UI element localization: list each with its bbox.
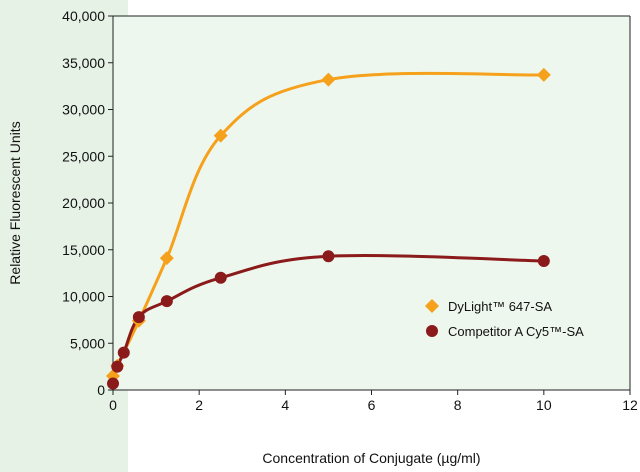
x-axis-title: Concentration of Conjugate (µg/ml) xyxy=(262,450,480,466)
data-point-1 xyxy=(214,271,227,284)
x-tick-label: 10 xyxy=(536,397,552,413)
data-point-1 xyxy=(117,346,130,359)
y-tick-label: 15,000 xyxy=(62,242,105,258)
y-tick-labels: 0 5,000 10,000 15,000 20,000 25,000 30,000 35,0… xyxy=(62,8,105,398)
y-tick-label: 0 xyxy=(97,382,105,398)
data-point-0 xyxy=(159,251,174,266)
axes xyxy=(108,15,631,395)
data-point-1 xyxy=(160,295,173,308)
y-tick-label: 30,000 xyxy=(62,102,105,118)
y-axis-title: Relative Fluorescent Units xyxy=(7,121,23,284)
x-tick-label: 8 xyxy=(454,397,462,413)
x-tick-labels: 0 2 4 6 8 10 12 xyxy=(109,397,638,413)
data-point-1 xyxy=(322,250,335,263)
legend: DyLight™ 647-SA Competitor A Cy5™-SA xyxy=(425,299,584,339)
data-point-1 xyxy=(537,254,550,267)
y-tick-label: 10,000 xyxy=(62,289,105,305)
left-band xyxy=(0,0,128,472)
data-point-0 xyxy=(213,128,228,143)
series-markers xyxy=(106,67,551,390)
data-point-0 xyxy=(321,72,336,87)
y-tick-label: 20,000 xyxy=(62,195,105,211)
y-tick-label: 35,000 xyxy=(62,55,105,71)
x-tick-label: 12 xyxy=(622,397,638,413)
x-tick-label: 4 xyxy=(281,397,289,413)
y-tick-label: 40,000 xyxy=(62,8,105,24)
x-tick-label: 2 xyxy=(195,397,203,413)
data-point-1 xyxy=(107,377,119,390)
x-tick-label: 6 xyxy=(368,397,376,413)
legend-marker-1 xyxy=(426,325,438,337)
y-tick-label: 25,000 xyxy=(62,148,105,164)
legend-label-1: Competitor A Cy5™-SA xyxy=(448,324,584,339)
data-point-1 xyxy=(111,360,124,373)
data-point-0 xyxy=(536,67,551,82)
y-tick-label: 5,000 xyxy=(70,335,105,351)
legend-label-0: DyLight™ 647-SA xyxy=(448,299,552,314)
data-point-1 xyxy=(132,311,145,324)
x-tick-label: 0 xyxy=(109,397,117,413)
legend-marker-0 xyxy=(425,299,439,313)
